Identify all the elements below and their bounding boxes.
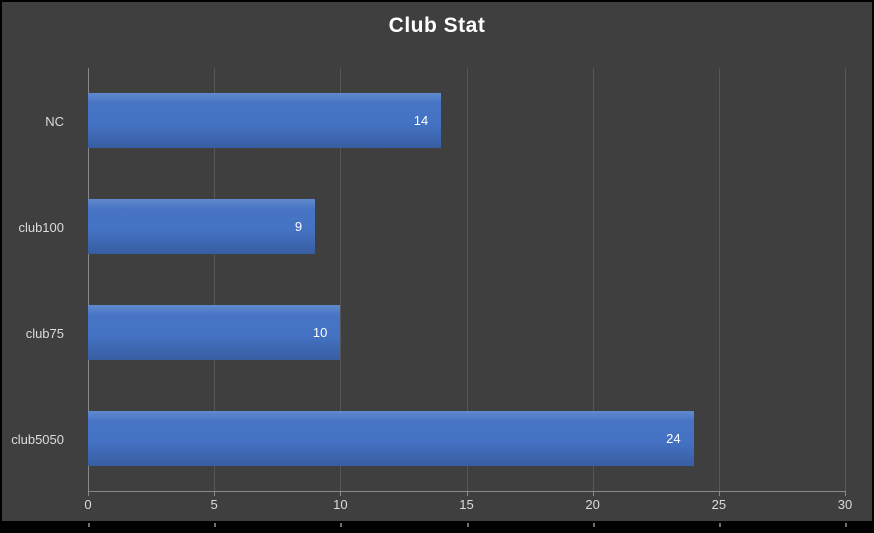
bar-data-label: 9 xyxy=(294,219,303,235)
x-tick-mark xyxy=(88,491,89,496)
x-axis-tick-label: 15 xyxy=(459,497,474,512)
bar-data-label: 14 xyxy=(413,113,429,129)
x-axis-tick-label: 25 xyxy=(711,497,727,512)
bar-data-label: 10 xyxy=(312,324,328,340)
y-axis-labels: NC club100 club75 club5050 xyxy=(2,68,80,492)
x-tick-mark xyxy=(845,491,846,496)
plot-area: 14 9 10 24 xyxy=(88,68,846,496)
x-axis-tick-label: 30 xyxy=(837,497,853,512)
x-axis-tick-label: 0 xyxy=(84,497,92,512)
x-tick-mark xyxy=(340,491,342,496)
x-tick-mark xyxy=(466,491,468,496)
bottom-tick-mark xyxy=(592,523,595,527)
x-tick-mark xyxy=(214,491,216,496)
bar-row: 24 xyxy=(88,385,845,491)
y-axis-line xyxy=(88,68,89,491)
gridline xyxy=(718,68,720,491)
gridline xyxy=(340,68,342,491)
bar-NC: 14 xyxy=(88,93,442,149)
bottom-tick-mark xyxy=(718,523,721,527)
y-axis-category-label: NC xyxy=(45,113,64,129)
bottom-tick-mark xyxy=(466,523,469,527)
x-tick-mark xyxy=(718,491,720,496)
y-axis-category-label: club5050 xyxy=(11,431,64,447)
bar-data-label: 24 xyxy=(666,430,681,446)
gridline xyxy=(466,68,468,491)
y-axis-category-label: club100 xyxy=(18,219,64,235)
bottom-tick-marks xyxy=(88,523,847,529)
bar-club5050: 24 xyxy=(88,410,694,466)
gridline xyxy=(214,68,216,491)
x-axis-tick-label: 10 xyxy=(333,497,348,512)
bar-club75: 10 xyxy=(88,304,341,360)
bottom-tick-mark xyxy=(845,523,847,527)
x-axis-tick-label: 20 xyxy=(585,497,600,512)
bar-row: 9 xyxy=(88,174,845,280)
x-axis-labels: 0 5 10 15 20 25 30 xyxy=(84,497,852,513)
bar-club100: 9 xyxy=(88,199,316,255)
x-tick-mark xyxy=(592,491,594,496)
gridline xyxy=(592,68,594,491)
bar-row: 10 xyxy=(88,280,845,386)
chart-title: Club Stat xyxy=(388,14,486,37)
bottom-tick-mark xyxy=(214,523,217,527)
gridline xyxy=(845,68,846,491)
x-axis-tick-label: 5 xyxy=(210,497,218,512)
bottom-tick-mark xyxy=(88,523,90,527)
y-axis-category-label: club75 xyxy=(25,325,64,341)
bar-row: 14 xyxy=(88,68,845,174)
bottom-frame-strip xyxy=(2,521,872,531)
bottom-tick-mark xyxy=(340,523,343,527)
